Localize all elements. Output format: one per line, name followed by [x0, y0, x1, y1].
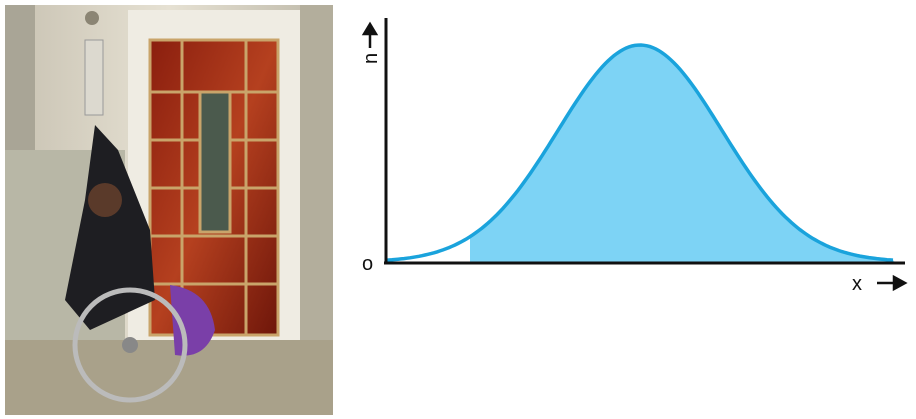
chart: o n x	[360, 18, 905, 295]
x-axis-label: x	[852, 273, 862, 295]
page: o n x (() => { const data = JSON.parse(d…	[0, 0, 916, 419]
shaded-area	[470, 45, 895, 262]
photo-head	[88, 183, 122, 217]
origin-label: o	[362, 253, 373, 275]
photo-floor	[5, 340, 333, 415]
x-arrow	[877, 277, 905, 289]
photo-light	[85, 11, 99, 25]
figure: o n x	[0, 0, 916, 419]
photo-hub	[122, 337, 138, 353]
y-arrow	[364, 24, 376, 48]
photo-panel	[85, 40, 103, 115]
photo	[5, 5, 333, 415]
photo-door-window	[200, 92, 230, 232]
y-axis-label: n	[360, 53, 382, 64]
